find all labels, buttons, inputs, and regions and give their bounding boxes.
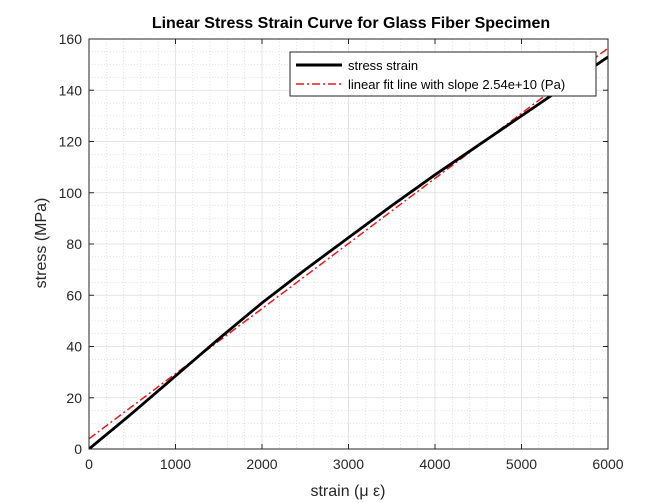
y-tick-label: 20 [66, 390, 82, 406]
series-linear-fit-line [89, 47, 608, 440]
legend-entry-linear-fit: linear fit line with slope 2.54e+10 (Pa) [348, 77, 565, 92]
y-tick-label: 160 [59, 31, 83, 47]
y-tick-label: 40 [66, 339, 82, 355]
x-tick-label: 3000 [333, 456, 364, 472]
y-tick-label: 120 [59, 134, 83, 150]
x-tick-label: 4000 [419, 456, 450, 472]
y-tick-label: 100 [59, 185, 83, 201]
y-tick-label: 140 [59, 82, 83, 98]
axis-ticks [88, 38, 609, 450]
x-tick-label: 6000 [592, 456, 623, 472]
x-tick-label: 1000 [160, 456, 191, 472]
x-axis-label: strain (μ ε) [310, 483, 385, 500]
y-tick-label: 0 [74, 441, 82, 457]
chart-title: Linear Stress Strain Curve for Glass Fib… [152, 15, 550, 32]
series-stress-strain-line [89, 55, 608, 449]
x-tick-label: 2000 [246, 456, 277, 472]
y-axis-label: stress (MPa) [33, 198, 50, 289]
x-tick-labels: 0 1000 2000 3000 4000 5000 6000 [85, 456, 624, 472]
y-tick-labels: 0 20 40 60 80 100 120 140 160 [59, 31, 83, 457]
legend-entry-stress-strain: stress strain [348, 58, 418, 73]
legend: stress strain linear fit line with slope… [289, 51, 597, 97]
y-tick-label: 80 [66, 236, 82, 252]
y-tick-label: 60 [66, 287, 82, 303]
legend-box [289, 51, 597, 97]
series-layer [89, 47, 608, 449]
x-tick-label: 0 [85, 456, 93, 472]
x-tick-label: 5000 [506, 456, 537, 472]
